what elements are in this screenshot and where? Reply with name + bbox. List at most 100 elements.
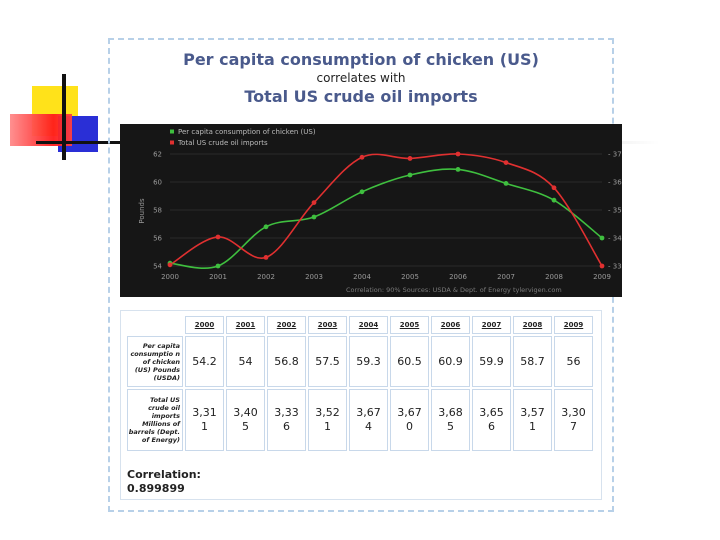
legend-swatch — [170, 129, 174, 134]
title-line-1: Per capita consumption of chicken (US) — [183, 50, 539, 69]
chicken-value-cell: 58.7 — [513, 336, 552, 387]
oil-value-cell: 3,30 7 — [554, 389, 593, 451]
chicken-data-point — [407, 172, 413, 178]
oil-value-part: 3,52 — [315, 406, 340, 419]
chicken-data-point — [455, 167, 461, 172]
y2-tick-label: - 35 — [608, 207, 622, 215]
oil-data-point — [407, 156, 413, 161]
table-row-oil: Total US crude oil imports Millions of b… — [127, 389, 593, 451]
oil-value-cell: 3,65 6 — [472, 389, 511, 451]
table-row-chicken: Per capita consumptio n of chicken (US) … — [127, 336, 593, 387]
oil-series-line — [169, 153, 603, 267]
y2-tick-label: - 34 — [608, 235, 622, 243]
decor-red-bar — [10, 114, 72, 146]
y2-tick-label: - 33 — [608, 263, 622, 271]
oil-value-cell: 3,67 0 — [390, 389, 429, 451]
correlation-label: Correlation: — [127, 468, 201, 481]
chicken-value-cell: 59.9 — [472, 336, 511, 387]
legend-swatch — [170, 140, 174, 145]
chicken-data-point — [503, 181, 509, 186]
oil-value-part: 3,31 — [192, 406, 217, 419]
title-line-3: Total US crude oil imports — [244, 87, 478, 106]
chicken-value-cell: 56 — [554, 336, 593, 387]
chart-footer: Correlation: 90% Sources: USDA & Dept. o… — [346, 286, 562, 294]
chicken-data-point — [551, 197, 557, 203]
oil-data-point — [311, 200, 317, 205]
y-tick-label: 62 — [153, 151, 162, 159]
chicken-value-cell: 60.9 — [431, 336, 470, 387]
oil-value-part: 3,57 — [520, 406, 545, 419]
chicken-data-point — [215, 263, 221, 269]
oil-value-part: 6 — [488, 420, 495, 433]
oil-data-point — [263, 255, 269, 260]
oil-value-part: 3,67 — [356, 406, 381, 419]
oil-value-part: 0 — [406, 420, 413, 433]
oil-data-point — [215, 234, 221, 240]
oil-value-part: 7 — [570, 420, 577, 433]
oil-value-cell: 3,57 1 — [513, 389, 552, 451]
oil-value-part: 5 — [242, 420, 249, 433]
y-tick-label: 56 — [153, 235, 162, 243]
y-axis-label: Pounds — [138, 198, 146, 224]
correlation-note: Correlation: 0.899899 — [127, 468, 201, 496]
x-tick-label: 2002 — [257, 273, 275, 281]
oil-data-point — [599, 263, 605, 269]
x-tick-label: 2003 — [305, 273, 323, 281]
chicken-value-cell: 56.8 — [267, 336, 306, 387]
decor-vertical-line — [62, 74, 66, 160]
x-tick-label: 2005 — [401, 273, 419, 281]
chicken-data-point — [311, 214, 317, 220]
chicken-value-cell: 60.5 — [390, 336, 429, 387]
table-year-cell: 2004 — [349, 316, 388, 334]
chicken-series-line — [169, 168, 603, 269]
data-table: 2000 2001 2002 2003 2004 2005 2006 2007 … — [125, 314, 595, 453]
x-tick-label: 2000 — [161, 273, 179, 281]
chicken-value-cell: 57.5 — [308, 336, 347, 387]
correlation-value: 0.899899 — [127, 482, 185, 495]
title-block: Per capita consumption of chicken (US) c… — [108, 50, 614, 108]
line-chart-svg: 54 56 58 60 62 - 33 - 34 - 35 - 36 - 37 2000 2001… — [138, 128, 622, 294]
table-year-cell: 2002 — [267, 316, 306, 334]
title-line-2: correlates with — [316, 71, 406, 85]
legend-entry: Total US crude oil imports — [177, 139, 268, 147]
chicken-value-cell: 59.3 — [349, 336, 388, 387]
line-chart: 54 56 58 60 62 - 33 - 34 - 35 - 36 - 37 2000 2001… — [120, 124, 622, 297]
x-tick-label: 2008 — [545, 273, 563, 281]
table-year-cell: 2005 — [390, 316, 429, 334]
oil-data-point — [167, 262, 173, 268]
x-tick-label: 2001 — [209, 273, 227, 281]
table-corner-cell — [127, 316, 183, 334]
oil-value-part: 1 — [529, 420, 536, 433]
table-year-cell: 2007 — [472, 316, 511, 334]
chicken-data-point — [599, 235, 605, 241]
oil-value-part: 4 — [365, 420, 372, 433]
oil-value-cell: 3,68 5 — [431, 389, 470, 451]
decor-horizontal-line — [36, 141, 126, 144]
oil-value-part: 3,33 — [274, 406, 299, 419]
chicken-data-point — [359, 189, 365, 195]
x-tick-label: 2007 — [497, 273, 515, 281]
table-year-cell: 2009 — [554, 316, 593, 334]
oil-value-part: 1 — [201, 420, 208, 433]
table-year-cell: 2001 — [226, 316, 265, 334]
table-year-cell: 2003 — [308, 316, 347, 334]
x-tick-label: 2009 — [593, 273, 611, 281]
table-header-row: 2000 2001 2002 2003 2004 2005 2006 2007 … — [127, 316, 593, 334]
table-year-cell: 2008 — [513, 316, 552, 334]
y-tick-label: 54 — [153, 263, 162, 271]
legend-entry: Per capita consumption of chicken (US) — [178, 128, 316, 136]
row-label-oil: Total US crude oil imports Millions of b… — [127, 389, 183, 451]
oil-data-point — [503, 160, 509, 165]
oil-value-cell: 3,40 5 — [226, 389, 265, 451]
y-tick-label: 60 — [153, 179, 162, 187]
oil-value-cell: 3,31 1 — [185, 389, 224, 451]
chicken-data-point — [263, 224, 269, 230]
oil-value-part: 3,67 — [397, 406, 422, 419]
x-tick-label: 2006 — [449, 273, 467, 281]
oil-value-part: 1 — [324, 420, 331, 433]
oil-data-point — [551, 185, 557, 191]
data-table-box: 2000 2001 2002 2003 2004 2005 2006 2007 … — [120, 310, 602, 500]
chicken-value-cell: 54.2 — [185, 336, 224, 387]
oil-value-cell: 3,67 4 — [349, 389, 388, 451]
oil-value-part: 6 — [283, 420, 290, 433]
